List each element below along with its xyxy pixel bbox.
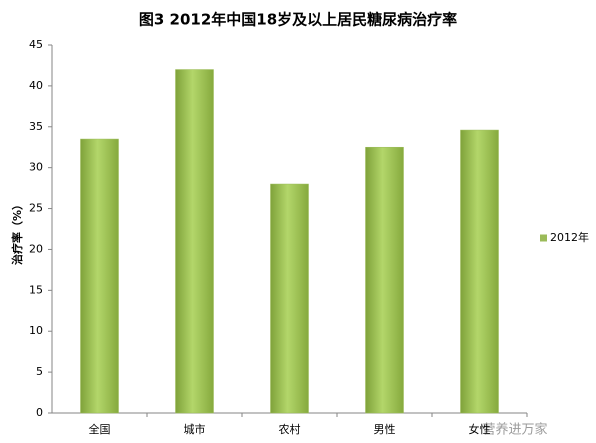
chart-title: 图3 2012年中国18岁及以上居民糖尿病治疗率 xyxy=(139,11,457,29)
x-tick-label: 农村 xyxy=(279,422,301,436)
bar xyxy=(460,129,499,414)
y-tick-label: 25 xyxy=(29,202,43,215)
y-tick-label: 5 xyxy=(36,365,43,378)
y-tick-label: 30 xyxy=(29,161,43,174)
bar xyxy=(80,138,119,414)
x-tick-label: 城市 xyxy=(184,422,206,436)
y-axis-label: 治疗率（%） xyxy=(10,199,24,265)
legend-label: 2012年 xyxy=(550,230,589,244)
y-tick-label: 35 xyxy=(29,120,43,133)
legend-swatch xyxy=(540,234,547,242)
x-tick-label: 全国 xyxy=(89,422,111,436)
bar xyxy=(270,183,309,414)
y-tick-label: 45 xyxy=(29,38,43,51)
y-tick-label: 40 xyxy=(29,79,43,92)
y-tick-label: 20 xyxy=(29,242,43,255)
x-tick-label: 女性 xyxy=(469,422,491,436)
y-tick-label: 15 xyxy=(29,283,43,296)
y-tick-label: 10 xyxy=(29,324,43,337)
y-tick-label: 0 xyxy=(36,406,43,419)
x-tick-label: 男性 xyxy=(374,422,396,436)
bar xyxy=(175,69,214,414)
bar xyxy=(365,146,404,414)
watermark: 营养进万家 xyxy=(482,422,547,438)
